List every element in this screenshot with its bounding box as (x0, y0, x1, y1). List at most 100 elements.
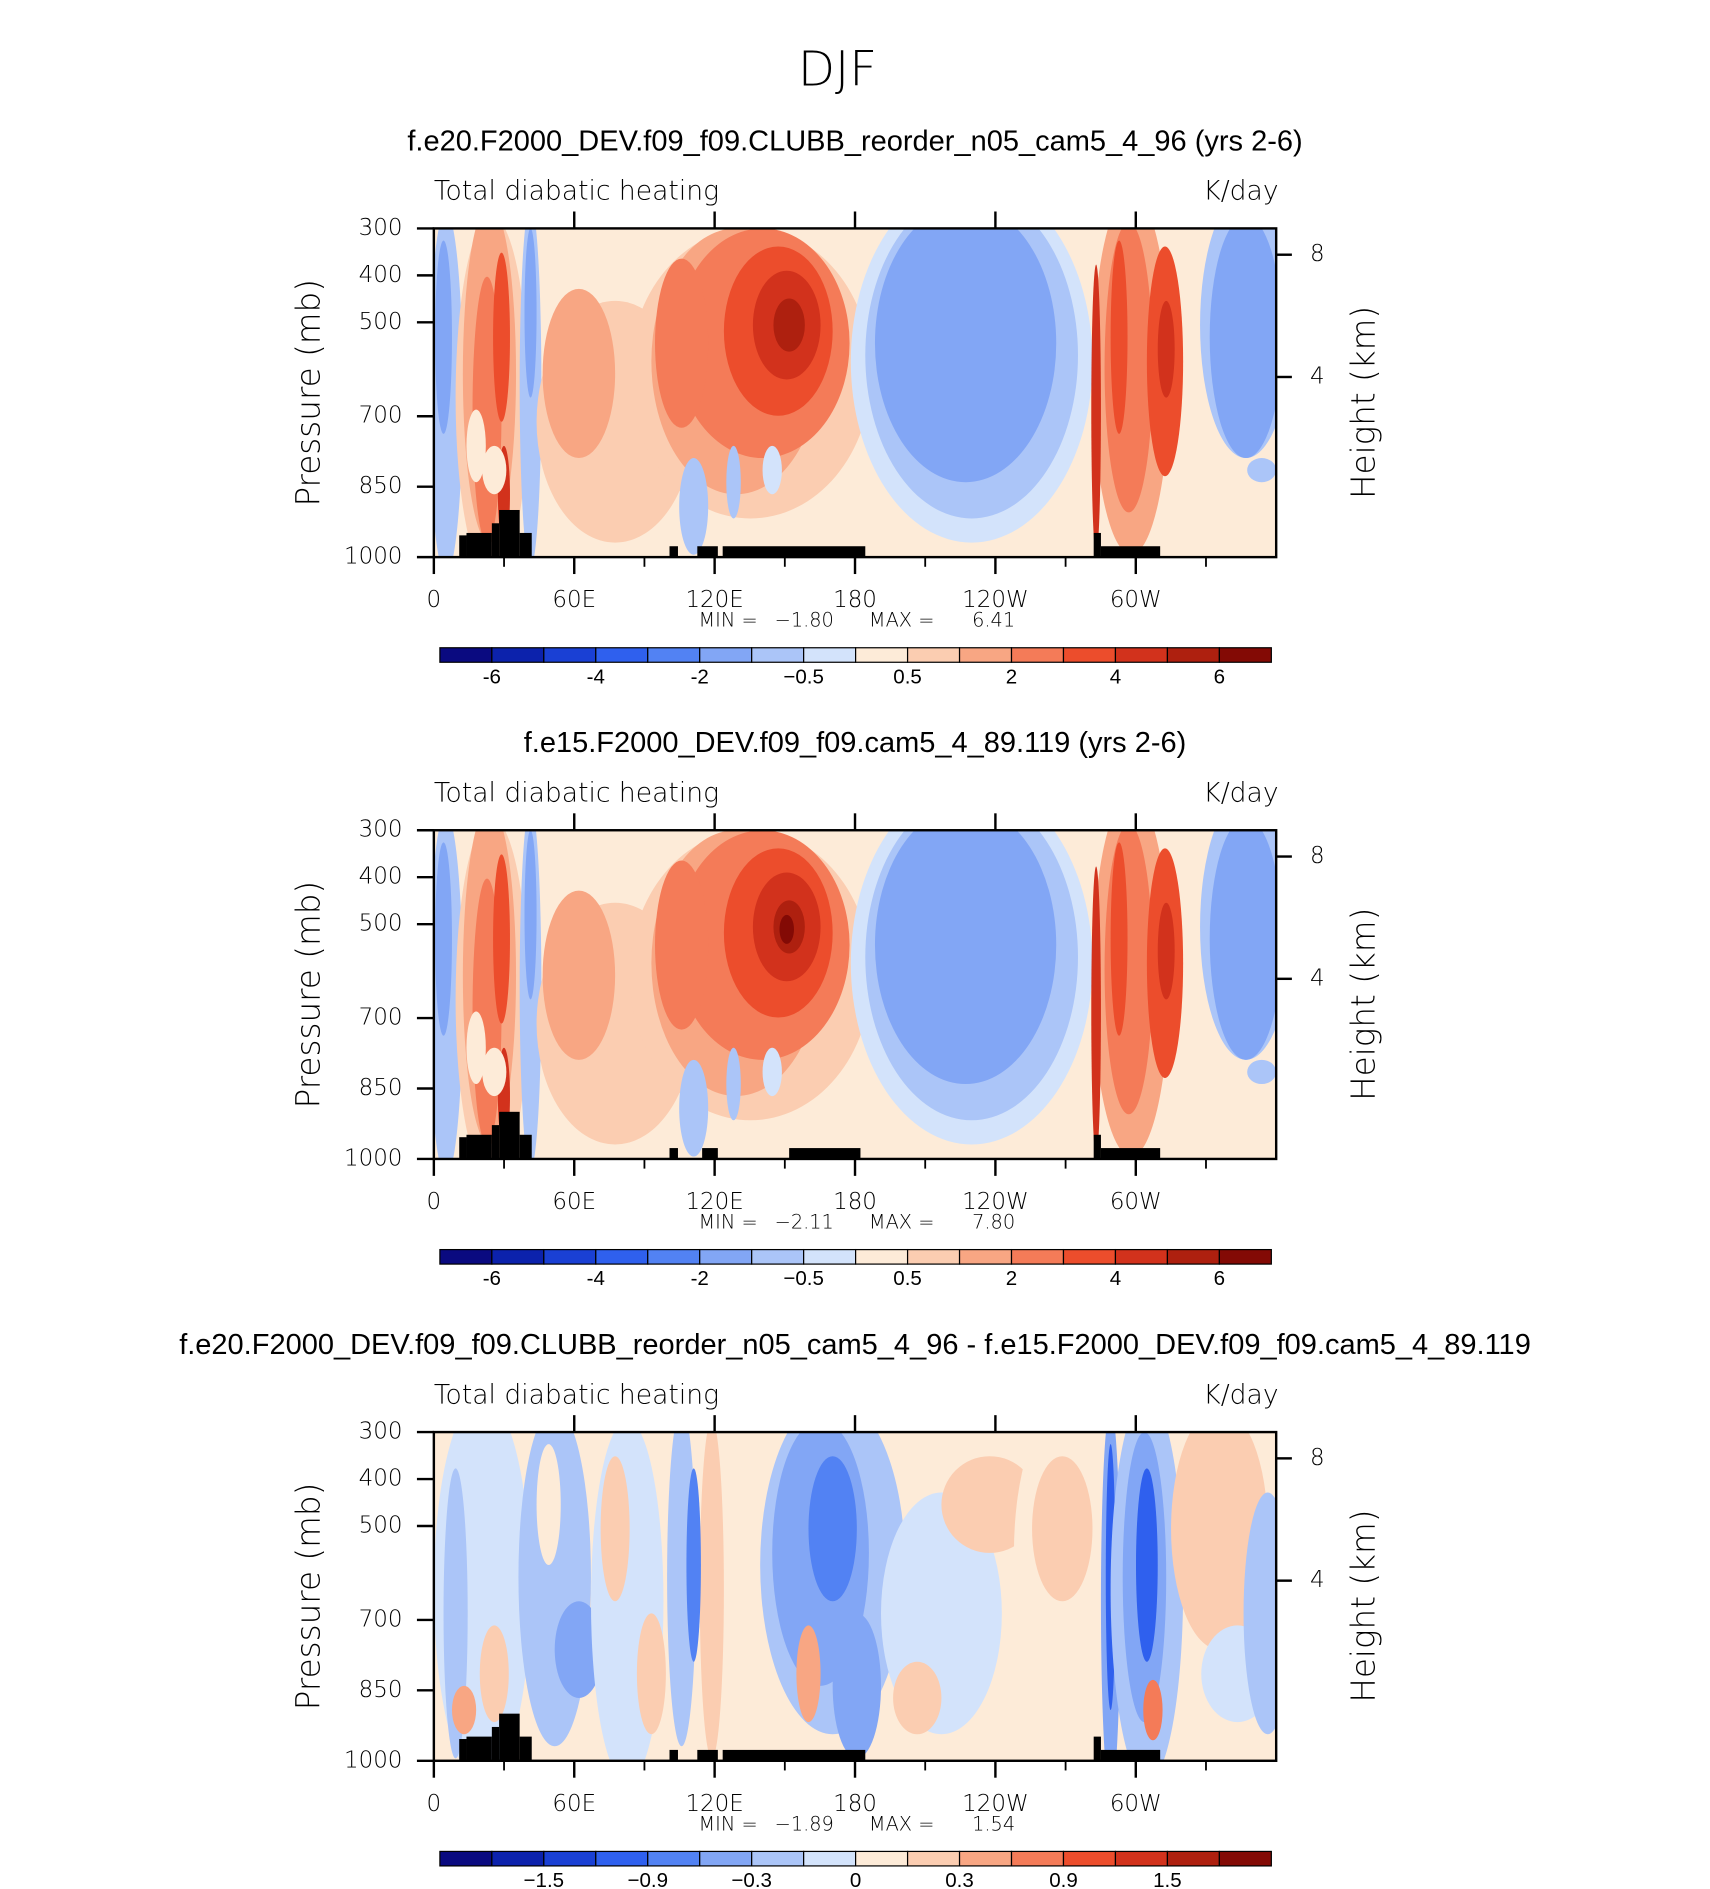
panel-right-title: K/day (1203, 176, 1278, 207)
colorbar-box (1114, 647, 1169, 663)
colorbar-box (1166, 647, 1220, 663)
colorbar-box (855, 647, 909, 663)
topography (669, 1148, 678, 1159)
colorbar-label: 1.5 (1153, 1869, 1182, 1889)
panel-left-title: Total diabatic heating (434, 1379, 719, 1410)
topography (466, 532, 492, 558)
colorbar-label: 0.5 (893, 1267, 922, 1290)
min-value: −1.89 (775, 1812, 834, 1835)
contour-region (1091, 264, 1101, 555)
x-tick-label: 0 (427, 1189, 442, 1215)
colorbar-box (1010, 1850, 1065, 1867)
panel-right-title: K/day (1203, 1379, 1278, 1410)
y-tick-label: 500 (359, 911, 403, 937)
topography (459, 535, 467, 558)
colorbar-label: -4 (587, 1267, 605, 1290)
colorbar-box (1062, 1850, 1117, 1867)
panel-right-title: K/day (1203, 777, 1278, 808)
contour-region (542, 890, 616, 1060)
y-tick-label: 300 (359, 1419, 403, 1445)
colorbar-box (803, 1850, 857, 1867)
contour-region (726, 1047, 741, 1121)
colorbar-box (699, 647, 753, 663)
x-tick-label: 180 (833, 587, 877, 613)
contour-region (1032, 1456, 1093, 1602)
contour-field (433, 1432, 1277, 1761)
panel-left-title: Total diabatic heating (434, 777, 719, 808)
y-tick-label: 1000 (344, 1747, 402, 1773)
contour-region (726, 445, 741, 519)
x-tick-label: 60W (1110, 1189, 1162, 1215)
contour-region (536, 1444, 561, 1566)
y-axis-label: Pressure (mb) (290, 279, 328, 507)
min-text: MIN = (699, 609, 758, 632)
colorbar-box (491, 1248, 545, 1265)
topography (491, 523, 500, 558)
topography (499, 1111, 520, 1159)
contour-region (466, 409, 486, 483)
topography (702, 1148, 718, 1159)
min-value: −1.80 (775, 609, 834, 632)
colorbar-label: 2 (1006, 665, 1017, 688)
contour-region (1243, 1492, 1277, 1735)
colorbar-label: -4 (587, 665, 605, 688)
colorbar-label: 0 (850, 1869, 861, 1889)
colorbar-label: 0.5 (893, 665, 922, 688)
contour-region (1143, 1679, 1163, 1741)
colorbar-label: 0.3 (945, 1869, 974, 1889)
contour-region (762, 445, 782, 495)
x-tick-label: 120W (962, 1791, 1029, 1817)
panel: f.e15.F2000_DEV.f09_f09.cam5_4_89.119 (y… (290, 727, 1383, 1290)
colorbar-label: 6 (1214, 1267, 1225, 1290)
contour-region (524, 830, 537, 1000)
y-tick-label: 700 (359, 1606, 403, 1632)
min-text: MIN = (699, 1211, 758, 1234)
contour-region (482, 1047, 507, 1097)
colorbar-box (1114, 1850, 1169, 1867)
min-value: −2.11 (775, 1211, 834, 1234)
colorbar-label: 6 (1214, 665, 1225, 688)
figure-title: DJF (798, 42, 877, 98)
colorbar-box (751, 1850, 805, 1867)
y2-tick-label: 4 (1310, 1567, 1325, 1593)
contour-region (686, 1468, 701, 1662)
colorbar-box (595, 647, 649, 663)
contour-region (699, 1432, 724, 1759)
contour-region (466, 1011, 486, 1085)
colorbar-box (958, 647, 1013, 663)
max-value: 6.41 (972, 609, 1015, 632)
colorbar-label: 4 (1110, 1267, 1121, 1290)
panel: f.e20.F2000_DEV.f09_f09.CLUBB_reorder_n0… (179, 1329, 1531, 1889)
max-value: 7.80 (972, 1211, 1015, 1234)
colorbar-label: −0.3 (731, 1869, 772, 1889)
contour-region (1171, 1432, 1268, 1650)
y2-tick-label: 4 (1310, 965, 1325, 991)
y-tick-label: 500 (359, 309, 403, 335)
y2-axis-label: Height (km) (1345, 1510, 1383, 1703)
topography (1093, 1736, 1101, 1761)
topography (697, 546, 718, 558)
y-tick-label: 850 (359, 473, 403, 499)
contour-region (796, 1625, 821, 1723)
colorbar-label: −1.5 (524, 1869, 565, 1889)
colorbar-label: -2 (691, 1267, 709, 1290)
colorbar-box (751, 647, 805, 663)
topography (499, 1713, 520, 1761)
contour-region (779, 914, 794, 944)
y-tick-label: 850 (359, 1677, 403, 1703)
y-tick-label: 300 (359, 215, 403, 241)
colorbar-box (1218, 647, 1272, 663)
topography (519, 532, 532, 558)
x-tick-label: 120E (685, 1791, 743, 1817)
contour-region (1157, 300, 1175, 398)
contour-region (1157, 902, 1175, 1000)
colorbar-box (439, 1248, 493, 1265)
contour-region (479, 1625, 509, 1723)
colorbar-box (855, 1248, 909, 1265)
contour-region (443, 1468, 468, 1759)
y2-tick-label: 8 (1310, 843, 1325, 869)
panel-left-title: Total diabatic heating (434, 176, 719, 207)
topography (466, 1736, 492, 1761)
contour-region (600, 1456, 630, 1602)
colorbar-label: −0.9 (627, 1869, 668, 1889)
